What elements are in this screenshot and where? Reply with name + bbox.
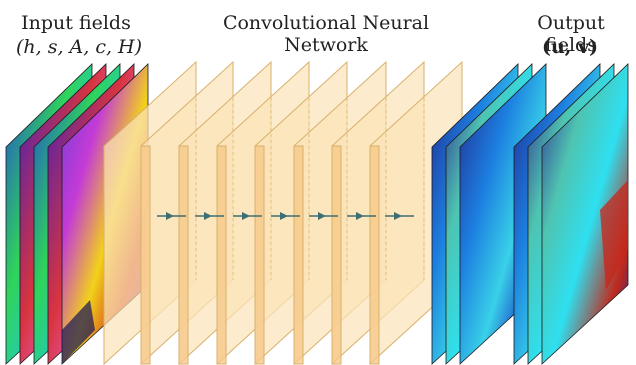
cnn-layer-edge	[293, 145, 304, 365]
arrow-icon	[195, 212, 224, 220]
cnn-layer-stack	[103, 60, 463, 365]
arrow-icon	[271, 212, 300, 220]
cnn-title: Convolutional Neural Network	[222, 12, 430, 56]
input-fields-title: Input fields	[21, 12, 131, 34]
cnn-layer-edge	[331, 145, 342, 365]
cnn-layer-edge	[254, 145, 265, 365]
cnn-layer-edge	[369, 145, 380, 365]
arrow-icon	[347, 212, 376, 220]
cnn-layer-edge	[216, 145, 227, 365]
arrow-icon	[233, 212, 262, 220]
arrow-icon	[157, 212, 186, 220]
cnn-layer-edges	[140, 145, 380, 365]
arrow-icon	[385, 212, 414, 220]
cnn-layer-edge	[140, 145, 151, 365]
output-variables: (u, v)	[541, 36, 599, 58]
cnn-layer-edge	[178, 145, 189, 365]
layer-arrows	[157, 212, 414, 220]
output-field-stack-v	[513, 63, 629, 365]
cnn-dashed-guides	[195, 62, 425, 280]
output-fields-title: Output fields	[537, 12, 605, 56]
input-variables: (h, s, A, c, H)	[15, 36, 143, 58]
arrow-icon	[309, 212, 338, 220]
